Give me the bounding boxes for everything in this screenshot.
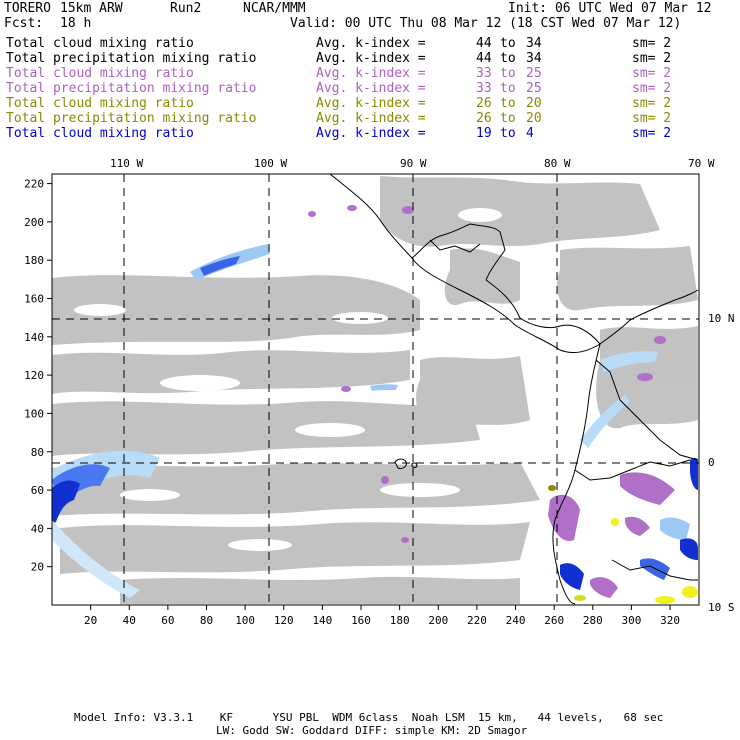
legend-row-2-sm: sm= 2 <box>632 66 672 81</box>
legend-row-3-to-label: to <box>500 81 516 96</box>
legend-row-3-k: Avg. k-index = <box>316 81 426 96</box>
legend-row-2-k: Avg. k-index = <box>316 66 426 81</box>
x-tick-label: 140 <box>312 614 332 627</box>
legend-row-6-sm: sm= 2 <box>632 126 672 141</box>
x-tick-label: 240 <box>506 614 526 627</box>
legend-row-6-field: Total cloud mixing ratio <box>6 126 194 141</box>
legend-row-5-k: Avg. k-index = <box>316 111 426 126</box>
legend-row-4-from: 26 <box>476 96 492 111</box>
legend-row-2-to: 25 <box>526 66 542 81</box>
legend-row-4-to-label: to <box>500 96 516 111</box>
y-tick-label: 20 <box>31 561 44 574</box>
y-tick-label: 80 <box>31 446 44 459</box>
model-info: Model Info: V3.3.1 KF YSU PBL WDM 6class… <box>74 711 664 724</box>
lat-label-10n: 10 N <box>708 312 735 325</box>
x-tick-label: 80 <box>200 614 213 627</box>
legend-row-1-to-label: to <box>500 51 516 66</box>
map-grid <box>52 174 699 605</box>
legend-row-0-to: 34 <box>526 36 542 51</box>
legend-row-0-k: Avg. k-index = <box>316 36 426 51</box>
map-frame <box>51 173 700 606</box>
run-label: Run2 <box>170 1 202 16</box>
physics-info: LW: Godd SW: Goddard DIFF: simple KM: 2D… <box>216 724 528 737</box>
x-tick-label: 260 <box>544 614 564 627</box>
legend-row-3-sm: sm= 2 <box>632 81 672 96</box>
y-tick-label: 160 <box>24 293 44 306</box>
y-tick-label: 100 <box>24 407 44 420</box>
fcst-label: Fcst: <box>4 16 44 31</box>
x-tick-label: 160 <box>351 614 371 627</box>
legend-row-1-k: Avg. k-index = <box>316 51 426 66</box>
legend-row-2-from: 33 <box>476 66 492 81</box>
x-tick-label: 120 <box>274 614 294 627</box>
legend-row-5-from: 26 <box>476 111 492 126</box>
y-tick-label: 120 <box>24 369 44 382</box>
y-tick-label: 60 <box>31 484 44 497</box>
x-tick-label: 180 <box>390 614 410 627</box>
lon-label-70w: 70 W <box>688 157 715 170</box>
x-tick-label: 20 <box>84 614 97 627</box>
y-tick-label: 180 <box>24 254 44 267</box>
x-tick-label: 320 <box>660 614 680 627</box>
legend-row-0-to-label: to <box>500 36 516 51</box>
legend-row-2-field: Total cloud mixing ratio <box>6 66 194 81</box>
legend-row-3-field: Total precipitation mixing ratio <box>6 81 257 96</box>
y-tick-label: 220 <box>24 178 44 191</box>
legend-row-6-from: 19 <box>476 126 492 141</box>
legend-row-1-from: 44 <box>476 51 492 66</box>
legend-row-4-sm: sm= 2 <box>632 96 672 111</box>
legend-row-4-to: 20 <box>526 96 542 111</box>
x-tick-label: 200 <box>428 614 448 627</box>
legend-row-2-to-label: to <box>500 66 516 81</box>
fcst-value: 18 h <box>60 16 92 31</box>
lat-label-eq: 0 <box>708 456 715 469</box>
x-tick-label: 220 <box>467 614 487 627</box>
legend-row-4-k: Avg. k-index = <box>316 96 426 111</box>
legend-row-4-field: Total cloud mixing ratio <box>6 96 194 111</box>
model-resolution: 15km ARW <box>60 1 123 16</box>
cloud-field <box>52 174 699 605</box>
x-tick-label: 280 <box>583 614 603 627</box>
legend-row-3-from: 33 <box>476 81 492 96</box>
y-tick-label: 40 <box>31 522 44 535</box>
valid-time: Valid: 00 UTC Thu 08 Mar 12 (18 CST Wed … <box>290 16 682 31</box>
legend-row-1-field: Total precipitation mixing ratio <box>6 51 257 66</box>
lat-label-10s: 10 S <box>708 601 735 614</box>
legend-row-5-to: 20 <box>526 111 542 126</box>
legend-row-3-to: 25 <box>526 81 542 96</box>
legend-row-1-sm: sm= 2 <box>632 51 672 66</box>
y-tick-label: 140 <box>24 331 44 344</box>
lon-label-110w: 110 W <box>110 157 144 170</box>
model-name: TORERO <box>4 1 51 16</box>
axis-ticks: 220 200 180 160 140 120 100 80 60 40 20 20 40 60 80 100… <box>24 178 680 627</box>
lon-label-90w: 90 W <box>400 157 427 170</box>
lon-label-80w: 80 W <box>544 157 571 170</box>
lon-label-100w: 100 W <box>254 157 288 170</box>
legend-row-5-field: Total precipitation mixing ratio <box>6 111 257 126</box>
x-tick-label: 300 <box>621 614 641 627</box>
x-tick-label: 40 <box>123 614 136 627</box>
x-tick-label: 60 <box>161 614 174 627</box>
legend-row-6-k: Avg. k-index = <box>316 126 426 141</box>
legend-row-1-to: 34 <box>526 51 542 66</box>
org-label: NCAR/MMM <box>243 1 306 16</box>
legend-row-0-sm: sm= 2 <box>632 36 672 51</box>
legend-row-5-to-label: to <box>500 111 516 126</box>
legend-row-0-from: 44 <box>476 36 492 51</box>
legend-row-5-sm: sm= 2 <box>632 111 672 126</box>
legend-row-0-field: Total cloud mixing ratio <box>6 36 194 51</box>
y-tick-label: 200 <box>24 216 44 229</box>
x-tick-label: 100 <box>235 614 255 627</box>
legend-row-6-to-label: to <box>500 126 516 141</box>
init-time: Init: 06 UTC Wed 07 Mar 12 <box>508 1 712 16</box>
legend-row-6-to: 4 <box>526 126 534 141</box>
